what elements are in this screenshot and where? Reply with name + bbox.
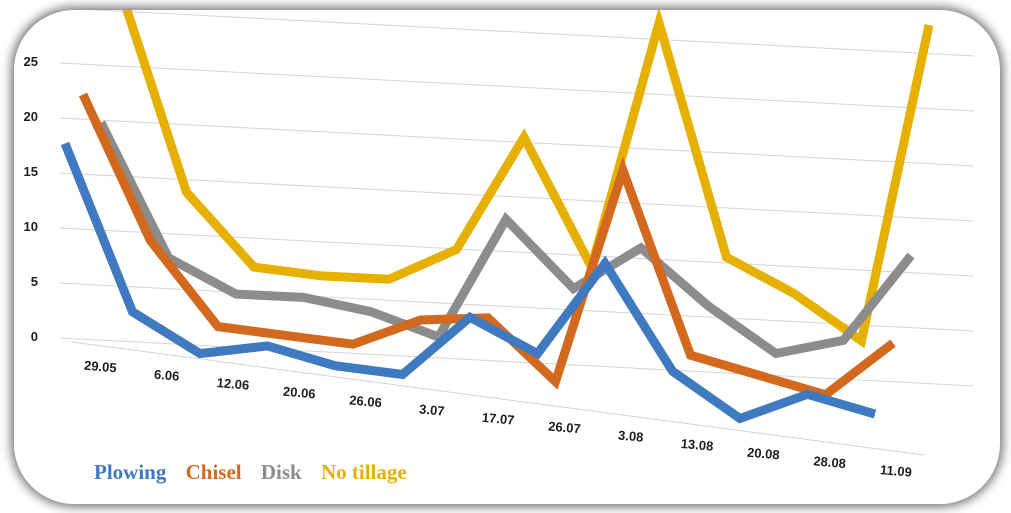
legend-item-disk: Disk [260,460,302,484]
y-tick-label: 20 [24,109,38,124]
x-tick-label: 6.06 [153,367,180,384]
gridline [59,227,975,277]
legend-item-plowing: Plowing [94,460,167,484]
series-lines [60,10,934,424]
x-tick-label: 28.08 [813,453,847,471]
x-tick-label: 11.09 [879,462,912,480]
y-tick-label: 10 [24,219,38,234]
series-line-chisel [78,92,896,400]
x-tick-label: 17.07 [481,410,515,428]
x-tick-label: 20.06 [282,384,316,402]
gridline [59,172,975,222]
floor-edge [71,341,925,456]
y-tick-label: 0 [31,329,38,344]
y-tick-label: 15 [24,164,38,179]
gridline [59,337,975,387]
legend: Plowing Chisel Disk No tillage [94,460,421,485]
y-tick-label: 25 [24,54,38,69]
gridline [59,282,975,332]
gridline [59,62,975,112]
series-line-disk [96,120,915,359]
y-axis-labels: 05101520253035 [24,10,38,344]
x-tick-label: 20.08 [747,445,781,463]
y-tick-label: 30 [24,10,38,14]
gridline [88,10,975,57]
y-tick-label: 5 [31,274,38,289]
x-tick-label: 13.08 [680,436,714,454]
x-axis-labels: 29.05 6.06 12.06 20.06 26.06 3.07 17.07 26.07 3.… [84,358,913,480]
legend-item-no-tillage: No tillage [320,460,407,484]
series-line-plowing [60,141,877,424]
x-tick-label: 3.08 [618,428,645,445]
series-line-no-tillage [122,10,934,349]
x-tick-label: 26.07 [548,419,582,437]
x-tick-label: 29.05 [84,358,118,376]
line-chart: 05101520253035 29.056.0612.0620.0626.063… [24,10,975,480]
x-tick-label: 3.07 [419,401,446,418]
legend-item-chisel: Chisel [185,460,242,484]
x-tick-label: 12.06 [216,375,250,393]
chart-frame: 05101520253035 29.056.0612.0620.0626.063… [14,10,1000,504]
x-tick-label: 26.06 [349,392,383,410]
